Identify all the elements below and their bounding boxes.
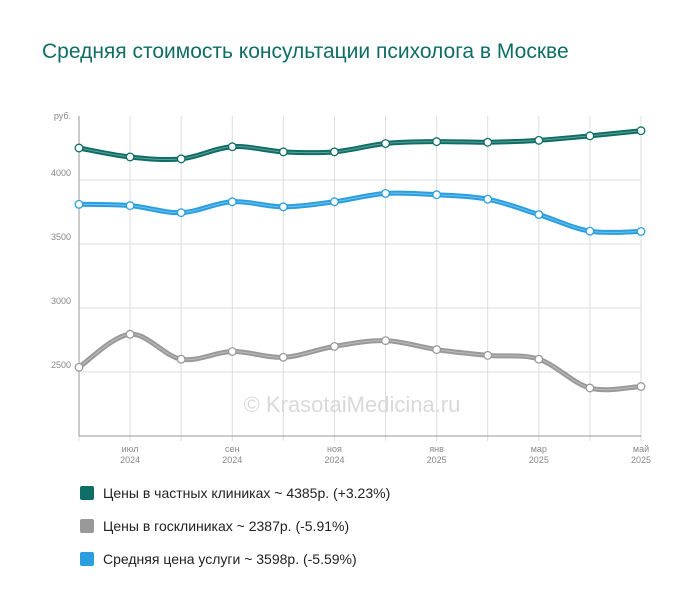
x-tick-month: июл <box>122 444 139 454</box>
data-point-public <box>227 347 237 356</box>
x-tick-year: 2024 <box>324 455 344 465</box>
series-line-highlight-public <box>78 333 642 391</box>
data-points <box>74 126 646 393</box>
y-tick-label: 2500 <box>51 360 71 370</box>
legend-item-average[interactable]: Средняя цена услуги ~ 3598р. (-5.59%) <box>80 550 390 568</box>
data-point-average <box>381 188 390 198</box>
data-point-private <box>330 147 339 157</box>
data-point-private <box>483 137 493 147</box>
data-point-average <box>176 208 186 218</box>
data-point-private <box>176 154 186 164</box>
x-tick-year: 2024 <box>222 455 242 465</box>
data-point-public <box>585 383 595 393</box>
data-point-private <box>534 135 544 145</box>
series-lines <box>76 128 644 393</box>
data-point-private <box>432 137 442 147</box>
data-point-private <box>636 126 646 136</box>
data-point-average <box>227 197 237 207</box>
x-tick-month: мар <box>531 444 547 454</box>
x-tick-month: сен <box>225 444 240 454</box>
legend-swatch-private <box>80 486 94 500</box>
data-point-private <box>74 143 84 153</box>
series-line-average <box>76 190 644 236</box>
y-tick-label: 3500 <box>51 232 71 242</box>
legend: Цены в частных клиниках ~ 4385р. (+3.23%… <box>80 484 390 583</box>
legend-swatch-average <box>80 552 94 566</box>
data-point-average <box>125 201 135 211</box>
axes: 2500300035004000руб.июл2024сен2024ноя202… <box>51 111 651 465</box>
data-point-private <box>381 139 390 148</box>
data-point-public <box>483 350 493 360</box>
data-point-public <box>278 352 288 362</box>
data-point-average <box>74 199 84 209</box>
data-point-average <box>585 226 595 236</box>
x-tick-year: 2025 <box>631 455 651 465</box>
data-point-average <box>278 202 288 212</box>
x-tick-year: 2024 <box>120 455 140 465</box>
data-point-public <box>432 345 442 355</box>
data-point-public <box>176 354 186 364</box>
y-tick-label: 4000 <box>51 168 71 178</box>
data-point-public <box>381 336 390 346</box>
data-point-public <box>330 341 339 351</box>
x-tick-month: ноя <box>327 444 342 454</box>
data-point-average <box>330 197 339 207</box>
watermark: © KrasotaiMedicina.ru <box>244 392 461 417</box>
series-line-highlight-private <box>78 130 642 161</box>
data-point-average <box>636 227 646 236</box>
series-line-private <box>76 128 644 163</box>
x-tick-year: 2025 <box>427 455 447 465</box>
data-point-average <box>483 194 493 204</box>
data-point-private <box>125 152 135 162</box>
data-point-public <box>125 329 135 339</box>
data-point-public <box>74 362 84 372</box>
data-point-private <box>585 131 595 141</box>
data-point-public <box>636 382 646 391</box>
legend-item-public[interactable]: Цены в госклиниках ~ 2387р. (-5.91%) <box>80 517 390 535</box>
series-line-public <box>76 331 644 393</box>
data-point-average <box>534 210 544 220</box>
x-tick-year: 2025 <box>529 455 549 465</box>
legend-label-public: Цены в госклиниках ~ 2387р. (-5.91%) <box>103 518 350 534</box>
data-point-average <box>432 190 442 200</box>
legend-item-private[interactable]: Цены в частных клиниках ~ 4385р. (+3.23%… <box>80 484 390 502</box>
legend-label-private: Цены в частных клиниках ~ 4385р. (+3.23%… <box>103 485 391 501</box>
x-tick-month: янв <box>429 444 444 454</box>
y-axis-unit-label: руб. <box>54 111 71 121</box>
data-point-private <box>227 142 237 152</box>
y-tick-label: 3000 <box>51 296 71 306</box>
data-point-private <box>278 147 288 157</box>
legend-swatch-public <box>80 519 94 533</box>
legend-label-average: Средняя цена услуги ~ 3598р. (-5.59%) <box>103 551 357 567</box>
data-point-public <box>534 354 544 364</box>
chart-title: Средняя стоимость консультации психолога… <box>42 40 569 63</box>
x-tick-month: май <box>633 444 649 454</box>
